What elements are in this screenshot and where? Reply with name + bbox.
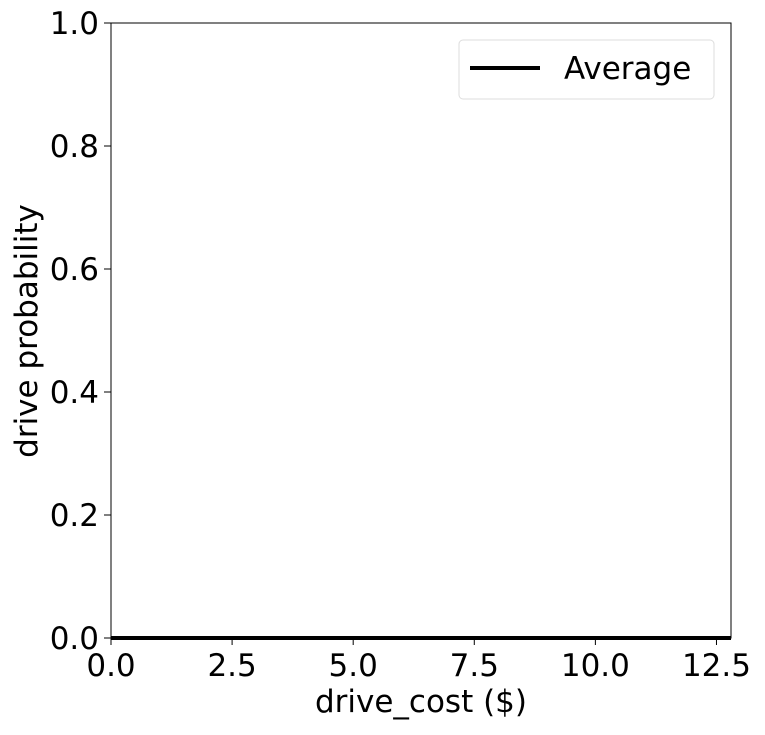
x-tick-label: 2.5 — [207, 648, 256, 684]
x-axis-ticks: 0.0 2.5 5.0 7.5 10.0 12.5 — [86, 638, 751, 684]
y-tick-label: 0.0 — [50, 621, 99, 657]
y-tick-label: 0.4 — [50, 375, 99, 411]
x-tick-label: 0.0 — [86, 648, 135, 684]
x-tick-label: 5.0 — [329, 648, 378, 684]
y-axis-label: drive probability — [9, 204, 45, 458]
x-tick-label: 10.0 — [561, 648, 630, 684]
y-tick-label: 0.8 — [50, 129, 99, 165]
x-axis-label: drive_cost ($) — [315, 684, 527, 720]
y-axis-ticks: 0.0 0.2 0.4 0.6 0.8 1.0 — [50, 6, 111, 657]
legend-label-average: Average — [564, 51, 691, 87]
x-tick-label: 12.5 — [682, 648, 751, 684]
y-tick-label: 0.2 — [50, 498, 99, 534]
legend: Average — [458, 39, 715, 100]
legend-box — [458, 39, 715, 100]
y-tick-label: 0.6 — [50, 252, 99, 288]
x-tick-label: 7.5 — [450, 648, 499, 684]
y-tick-label: 1.0 — [50, 6, 99, 42]
